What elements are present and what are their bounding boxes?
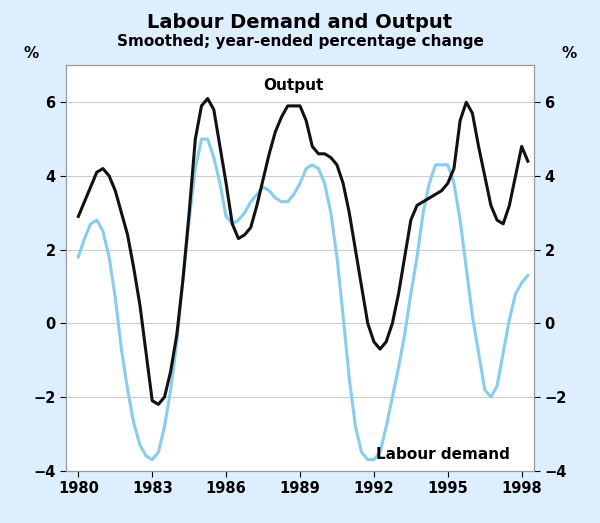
Text: Output: Output — [263, 78, 323, 93]
Text: Smoothed; year-ended percentage change: Smoothed; year-ended percentage change — [116, 34, 484, 49]
Text: %: % — [23, 47, 38, 61]
Text: %: % — [562, 47, 577, 61]
Text: Labour demand: Labour demand — [376, 447, 510, 462]
Text: Labour Demand and Output: Labour Demand and Output — [148, 13, 452, 32]
